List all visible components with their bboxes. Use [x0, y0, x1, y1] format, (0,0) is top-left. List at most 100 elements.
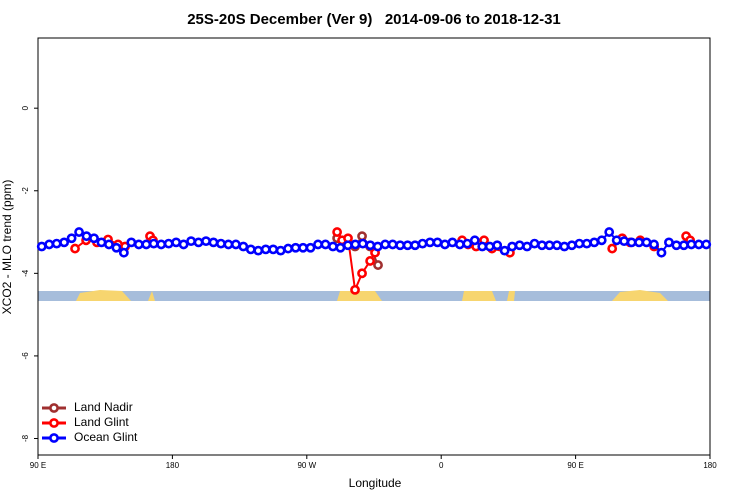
series-marker [104, 239, 114, 250]
series-marker [477, 241, 488, 252]
x-tick-label: 180 [703, 461, 717, 470]
legend-label: Land Nadir [74, 400, 133, 414]
series-marker [126, 237, 137, 248]
series-marker [410, 240, 420, 251]
series-marker [544, 240, 555, 251]
series-marker [373, 260, 383, 270]
land-strip [612, 290, 668, 301]
series-marker [447, 237, 458, 248]
series-marker [641, 237, 652, 248]
series-marker [671, 240, 682, 251]
series-marker [148, 238, 159, 249]
series-marker [499, 245, 510, 256]
series-marker [290, 242, 301, 253]
series-marker [507, 241, 518, 252]
series-marker [596, 235, 607, 246]
series-marker [537, 240, 547, 251]
series-marker [178, 239, 189, 250]
series-marker [686, 239, 697, 250]
series-marker [253, 245, 264, 256]
series-marker [357, 238, 368, 249]
y-tick-label: -2 [21, 187, 30, 195]
chart-title: 25S-20S December (Ver 9) 2014-09-06 to 2… [187, 11, 561, 28]
series-marker [332, 227, 343, 237]
series-marker [260, 244, 271, 255]
series-marker [201, 236, 211, 247]
series-marker [111, 242, 122, 253]
x-tick-label: 0 [439, 461, 444, 470]
land-strip [76, 290, 131, 301]
series-marker [365, 240, 376, 251]
series-marker [357, 268, 367, 279]
series-marker [678, 240, 689, 251]
land-strip [462, 291, 496, 301]
series-marker [440, 239, 450, 250]
series-marker [89, 233, 99, 244]
series-marker [66, 233, 77, 244]
series-marker [566, 240, 577, 251]
series-marker [492, 240, 503, 251]
series-marker [619, 236, 630, 247]
series-marker [607, 243, 618, 254]
legend-label: Land Glint [74, 415, 129, 429]
y-tick-label: -8 [21, 434, 30, 442]
series-marker [581, 238, 592, 249]
series-marker [156, 239, 167, 250]
series-marker [522, 241, 532, 252]
legend-label: Ocean Glint [74, 430, 138, 444]
series-marker [328, 241, 338, 252]
series-marker [626, 237, 637, 248]
series-marker [395, 240, 406, 251]
series-marker [559, 241, 570, 252]
series-marker [305, 242, 316, 253]
series-marker [529, 238, 540, 249]
y-tick-label: 0 [21, 105, 30, 110]
series-marker [335, 242, 346, 253]
series-marker [230, 239, 241, 250]
x-axis-label: Longitude [349, 476, 402, 490]
series-marker [223, 239, 234, 250]
series-marker [193, 237, 204, 248]
x-tick-label: 90 E [30, 461, 46, 470]
series-marker [44, 239, 55, 250]
series-marker [387, 239, 398, 250]
series-marker [74, 227, 84, 237]
series-marker [693, 239, 704, 250]
series-marker [611, 235, 622, 246]
series-marker [634, 237, 644, 248]
series-marker [118, 247, 129, 258]
series-marker [283, 243, 294, 254]
land-strip [148, 291, 155, 301]
series-marker [417, 238, 428, 249]
series-marker [604, 227, 615, 237]
legend-marker [49, 418, 59, 428]
series-marker [574, 238, 585, 249]
series-marker [163, 238, 174, 249]
series-marker [208, 237, 219, 248]
series-marker [186, 236, 196, 247]
series-marker [342, 240, 353, 251]
series-marker [552, 240, 562, 251]
series-marker [268, 244, 279, 255]
series-marker [320, 239, 331, 250]
y-tick-label: -4 [21, 269, 30, 277]
series-marker [462, 238, 473, 249]
series-marker [664, 237, 674, 248]
series-marker [514, 240, 525, 251]
series-marker [275, 245, 286, 256]
map-strip [38, 290, 710, 301]
series-marker [365, 256, 376, 266]
series-marker [141, 239, 152, 250]
series-marker [701, 239, 712, 250]
series-marker [350, 284, 360, 295]
legend-marker [49, 433, 59, 443]
series-marker [216, 238, 226, 249]
series-marker [372, 241, 383, 252]
y-tick-label: -6 [21, 352, 30, 360]
series-marker [70, 243, 80, 254]
series-marker [36, 241, 47, 252]
series-marker [649, 239, 659, 250]
series-marker [350, 239, 361, 250]
series-marker [171, 237, 182, 248]
